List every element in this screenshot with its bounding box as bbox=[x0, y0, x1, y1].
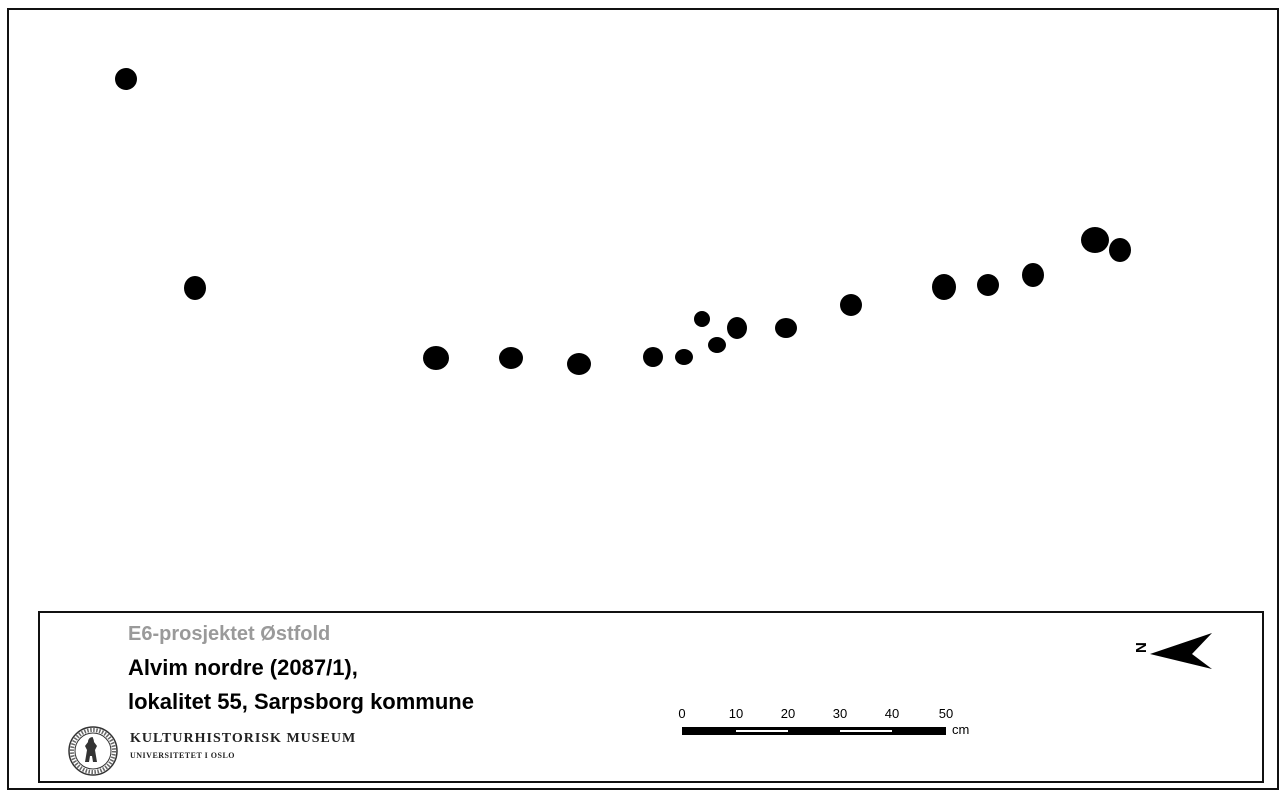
scale-tick-label: 30 bbox=[833, 706, 847, 721]
feature-blob bbox=[775, 318, 797, 338]
project-title: E6-prosjektet Østfold bbox=[128, 623, 331, 645]
feature-blob bbox=[840, 294, 862, 316]
site-title-line2: lokalitet 55, Sarpsborg kommune bbox=[128, 689, 474, 714]
feature-blob bbox=[184, 276, 206, 300]
legend-box: E6-prosjektet Østfold Alvim nordre (2087… bbox=[38, 611, 1264, 783]
scale-tick-label: 10 bbox=[729, 706, 743, 721]
feature-blob bbox=[694, 311, 710, 327]
north-arrow-icon: N bbox=[1133, 633, 1212, 669]
feature-blob bbox=[1081, 227, 1109, 253]
feature-blob bbox=[727, 317, 747, 339]
museum-seal-logo bbox=[68, 726, 118, 776]
feature-blob bbox=[1109, 238, 1131, 262]
museum-name: KULTURHISTORISK MUSEUM bbox=[130, 731, 357, 746]
feature-blob bbox=[423, 346, 449, 370]
university-name: UNIVERSITETET I OSLO bbox=[130, 751, 235, 760]
north-label: N bbox=[1133, 642, 1150, 653]
feature-blob bbox=[932, 274, 956, 300]
feature-blob bbox=[115, 68, 137, 90]
scale-tick-label: 20 bbox=[781, 706, 795, 721]
feature-blob bbox=[708, 337, 726, 353]
feature-blob bbox=[643, 347, 663, 367]
drawing-frame bbox=[7, 8, 1279, 790]
feature-blob bbox=[675, 349, 693, 365]
feature-blob bbox=[1022, 263, 1044, 287]
scale-tick-label: 40 bbox=[885, 706, 899, 721]
feature-blob bbox=[567, 353, 591, 375]
scale-tick-label: 50 bbox=[939, 706, 953, 721]
excavation-plan bbox=[115, 68, 1131, 375]
feature-blob bbox=[499, 347, 523, 369]
site-title-line1: Alvim nordre (2087/1), bbox=[128, 655, 358, 680]
scale-bar: 0 10 20 30 40 50 cm bbox=[678, 706, 969, 737]
scale-unit: cm bbox=[952, 722, 969, 737]
scale-tick-label: 0 bbox=[678, 706, 685, 721]
feature-blob bbox=[977, 274, 999, 296]
